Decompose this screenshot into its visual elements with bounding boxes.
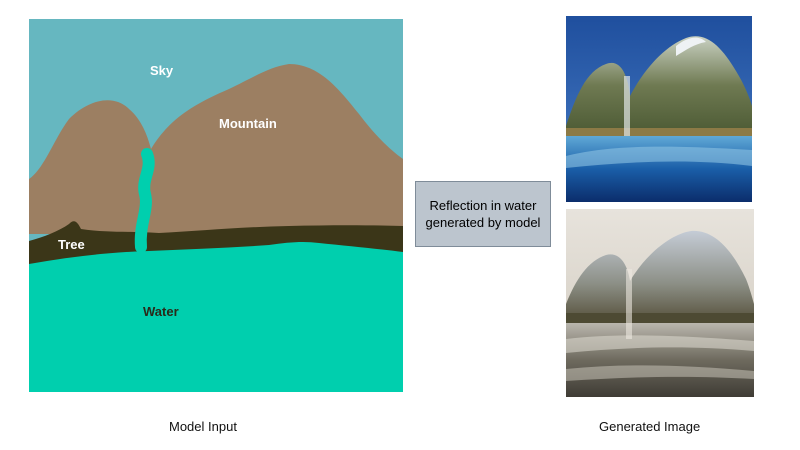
tree-label: Tree [58,237,85,252]
generated-image-2 [566,209,754,397]
segmentation-map: Sky Mountain Tree Water [29,19,403,392]
input-caption: Model Input [169,419,237,434]
water-label: Water [143,304,179,319]
annotation-box: Reflection in water generated by model [415,181,551,247]
water-region [29,241,403,392]
sky-label: Sky [150,63,174,78]
mountain-region [29,64,403,234]
output-caption: Generated Image [599,419,701,434]
generated-image-1 [566,16,752,202]
annotation-line-2: generated by model [425,215,541,230]
annotation-line-1: Reflection in water [429,198,537,213]
mountain-label: Mountain [219,116,277,131]
tree-trunk-stroke [134,148,155,253]
